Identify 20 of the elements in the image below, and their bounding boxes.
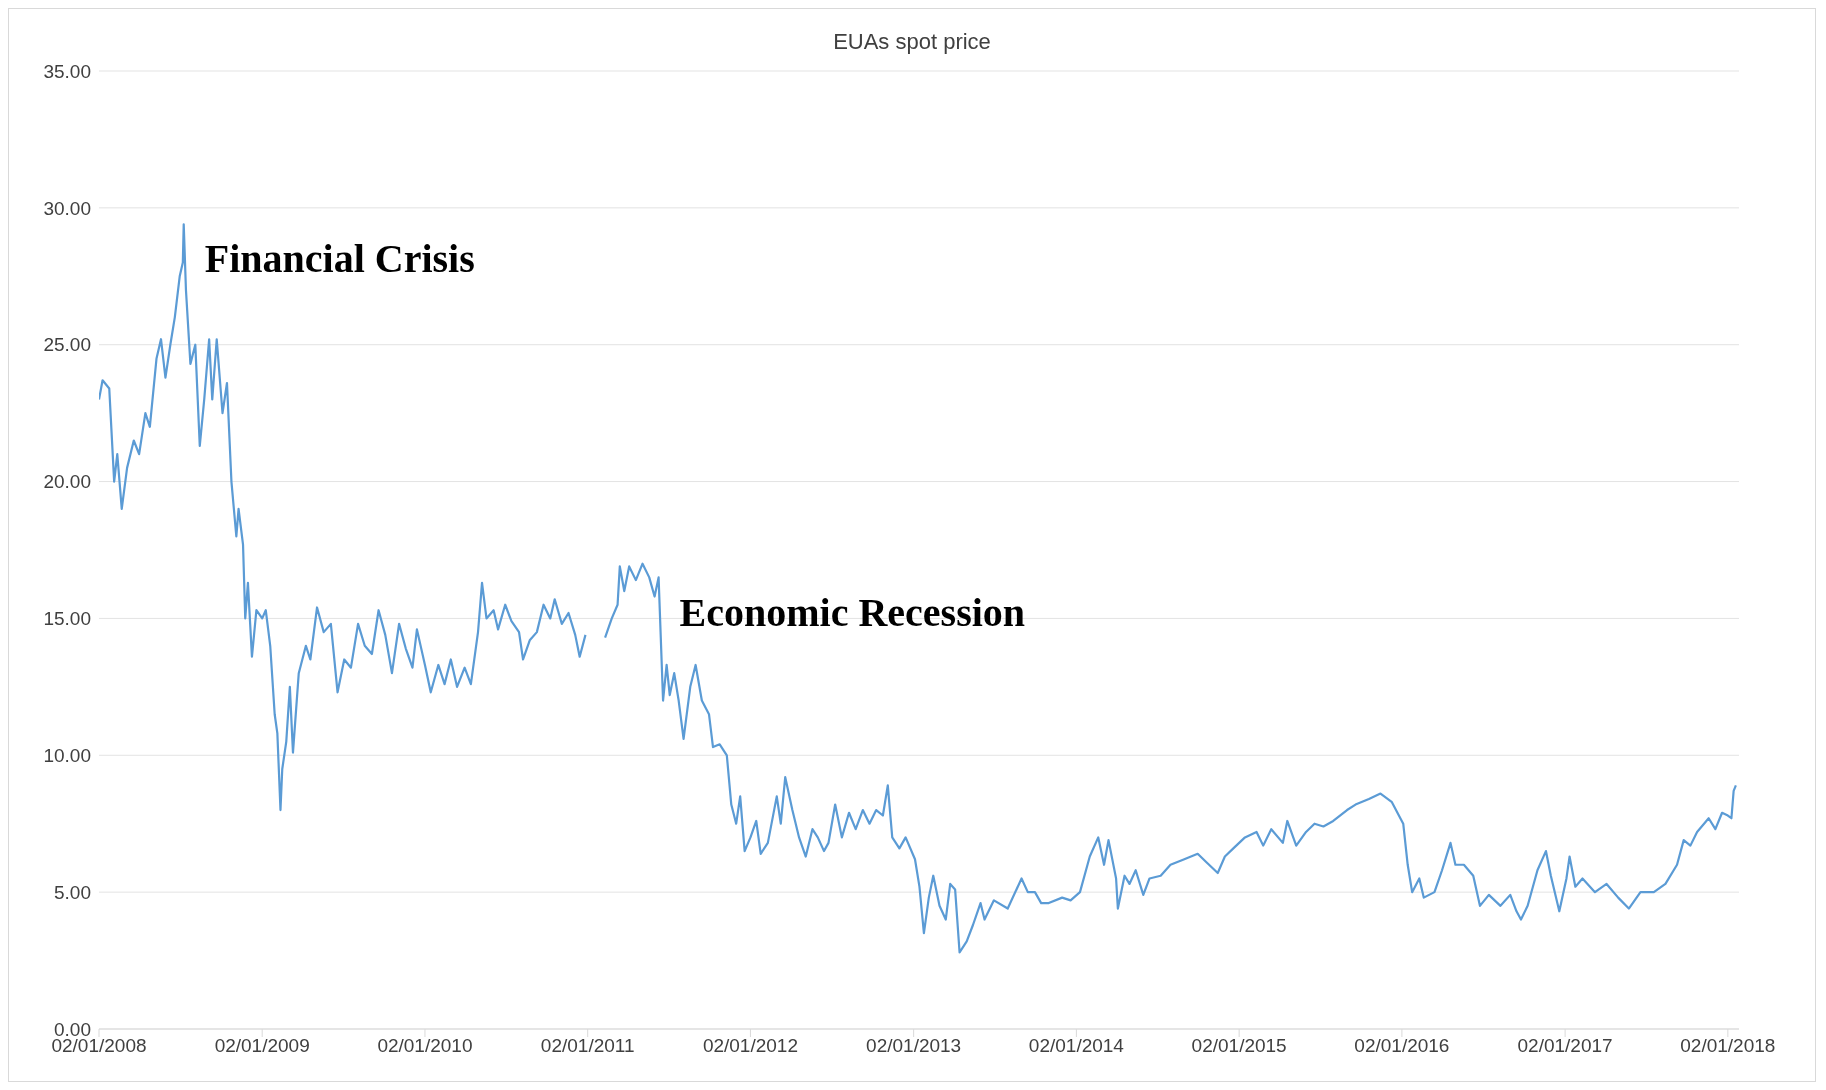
x-tick-label: 02/01/2016 <box>1354 1035 1450 1057</box>
x-tick-label: 02/01/2015 <box>1191 1035 1287 1057</box>
x-tick-label: 02/01/2017 <box>1517 1035 1613 1057</box>
y-tick-label: 10.00 <box>43 745 91 767</box>
x-tick-label: 02/01/2014 <box>1028 1035 1125 1057</box>
x-tick-label: 02/01/2011 <box>540 1035 635 1057</box>
y-tick-label: 15.00 <box>43 608 91 630</box>
y-tick-label: 30.00 <box>43 197 91 219</box>
y-tick-label: 35.00 <box>43 60 91 82</box>
chart-title: EUAs spot price <box>832 29 992 55</box>
annotation: Financial Crisis <box>204 236 475 282</box>
annotation: Economic Recession <box>679 589 1026 635</box>
x-tick-label: 02/01/2012 <box>702 1035 798 1057</box>
x-tick-label: 02/01/2009 <box>214 1035 310 1057</box>
x-tick-label: 02/01/2010 <box>377 1035 473 1057</box>
y-tick-label: 20.00 <box>43 471 91 493</box>
y-tick-label: 5.00 <box>54 881 91 903</box>
y-tick-label: 25.00 <box>43 334 91 356</box>
x-tick-label: 02/01/2018 <box>1680 1035 1776 1057</box>
x-tick-label: 02/01/2013 <box>866 1035 962 1057</box>
